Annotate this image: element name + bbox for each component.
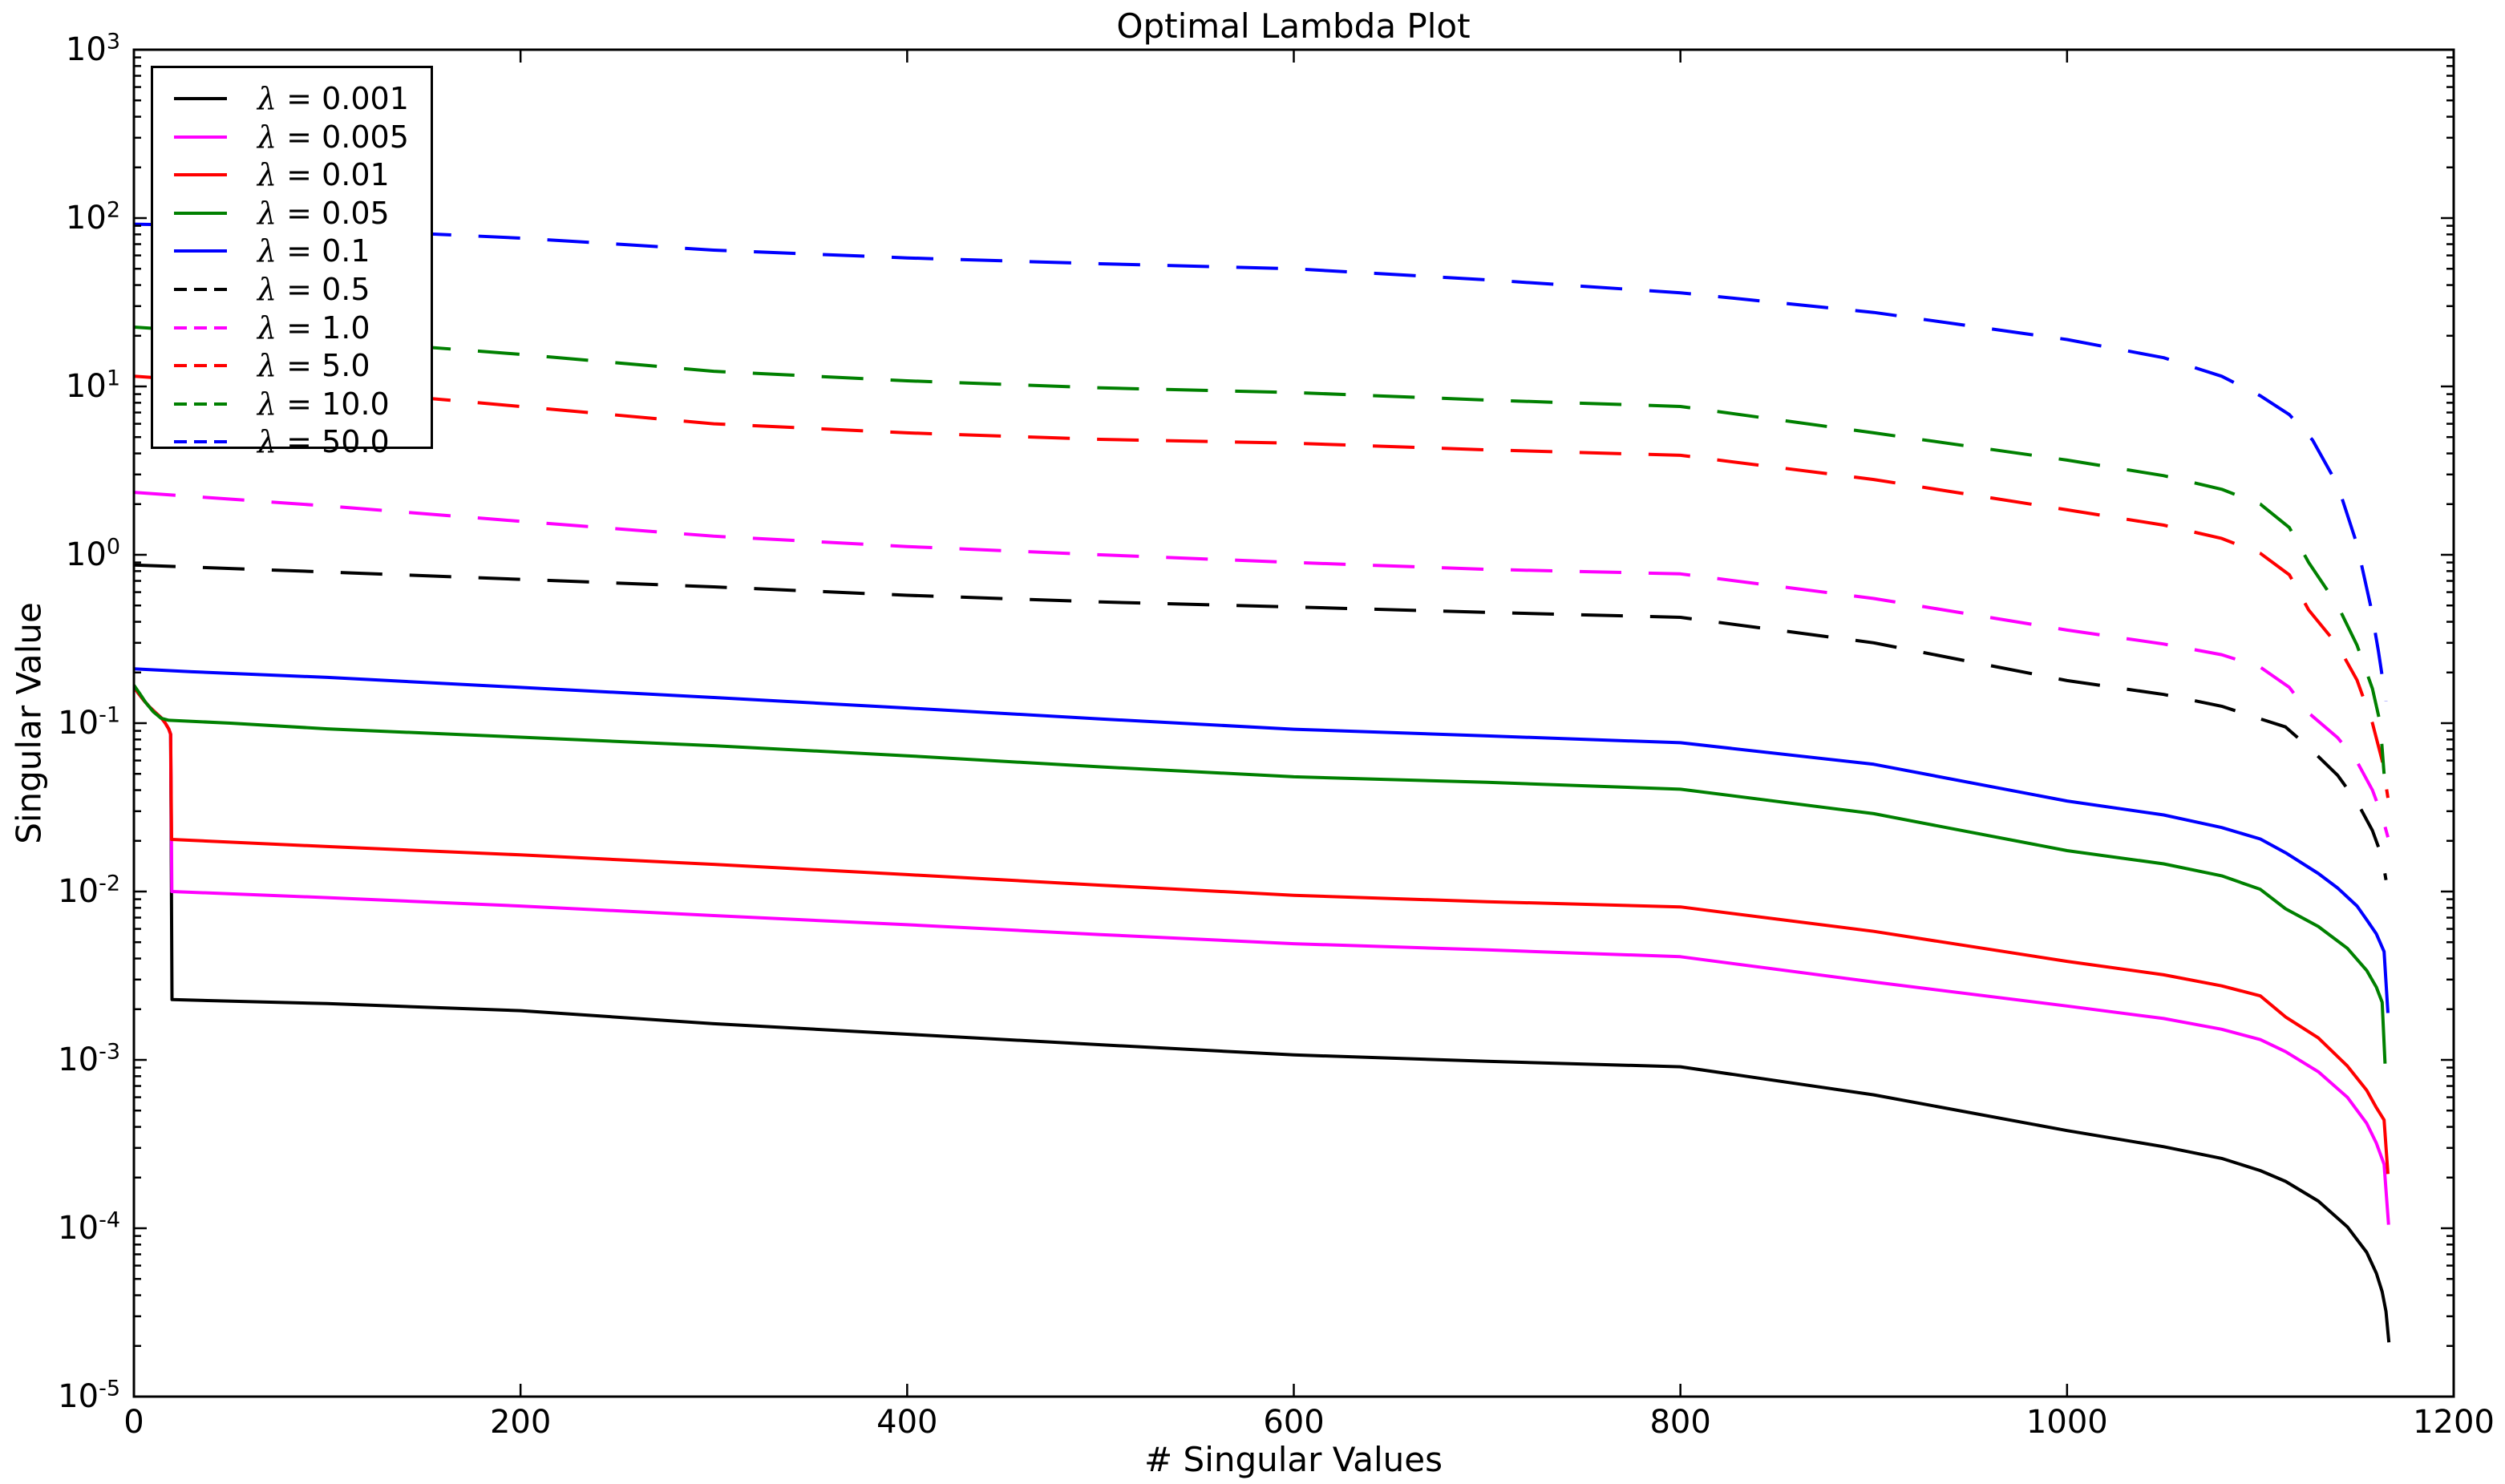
series-line-lambda-5.0 bbox=[134, 374, 2390, 799]
y-tick-label: 102 bbox=[65, 197, 120, 237]
x-tick-label: 400 bbox=[876, 1404, 938, 1441]
series-line-lambda-1.0 bbox=[134, 491, 2390, 838]
legend-label: λ = 0.5 bbox=[257, 272, 370, 307]
chart-title: Optimal Lambda Plot bbox=[1116, 6, 1471, 46]
legend-item-lambda-5.0: λ = 5.0 bbox=[153, 346, 431, 385]
legend-line-sample bbox=[174, 249, 227, 253]
x-tick-label: 200 bbox=[489, 1404, 552, 1441]
legend-item-lambda-0.005: λ = 0.005 bbox=[153, 118, 431, 156]
legend-item-lambda-1.0: λ = 1.0 bbox=[153, 309, 431, 347]
legend-label: λ = 5.0 bbox=[257, 348, 370, 384]
legend-line-sample bbox=[174, 440, 227, 444]
legend-item-lambda-0.1: λ = 0.1 bbox=[153, 232, 431, 270]
series-line-lambda-0.01 bbox=[134, 685, 2390, 1175]
legend-item-lambda-10.0: λ = 10.0 bbox=[153, 385, 431, 423]
y-tick-label: 10-4 bbox=[58, 1207, 120, 1247]
series-line-lambda-10.0 bbox=[134, 326, 2386, 774]
y-tick-label: 10-5 bbox=[58, 1376, 120, 1415]
y-tick-label: 103 bbox=[65, 29, 120, 68]
x-tick-label: 0 bbox=[123, 1404, 144, 1441]
legend-line-sample bbox=[174, 173, 227, 177]
legend-line-sample bbox=[174, 97, 227, 100]
x-tick-label: 600 bbox=[1263, 1404, 1325, 1441]
series-line-lambda-0.05 bbox=[134, 684, 2387, 1064]
legend-item-lambda-50.0: λ = 50.0 bbox=[153, 423, 431, 461]
legend-item-lambda-0.001: λ = 0.001 bbox=[153, 79, 431, 118]
legend-line-sample bbox=[174, 211, 227, 215]
legend-line-sample bbox=[174, 364, 227, 368]
legend-label: λ = 1.0 bbox=[257, 309, 370, 346]
legend-line-sample bbox=[174, 288, 227, 291]
y-tick-label: 101 bbox=[65, 366, 120, 405]
y-tick-label: 10-3 bbox=[58, 1039, 120, 1078]
series-line-lambda-0.1 bbox=[134, 667, 2390, 1013]
series-line-lambda-0.5 bbox=[134, 563, 2388, 881]
x-tick-label: 1000 bbox=[2025, 1404, 2108, 1441]
legend-label: λ = 0.01 bbox=[257, 157, 390, 193]
legend-label: λ = 0.05 bbox=[257, 195, 390, 231]
legend-item-lambda-0.05: λ = 0.05 bbox=[153, 194, 431, 233]
legend-line-sample bbox=[174, 326, 227, 330]
series-line-lambda-50.0 bbox=[134, 222, 2388, 702]
x-tick-label: 800 bbox=[1649, 1404, 1711, 1441]
legend-item-lambda-0.5: λ = 0.5 bbox=[153, 270, 431, 309]
legend-item-lambda-0.01: λ = 0.01 bbox=[153, 156, 431, 194]
legend-label: λ = 0.001 bbox=[257, 81, 409, 116]
series-line-lambda-0.005 bbox=[134, 685, 2390, 1225]
legend-label: λ = 10.0 bbox=[257, 386, 390, 422]
legend-label: λ = 0.1 bbox=[257, 233, 370, 269]
y-tick-label: 10-1 bbox=[58, 702, 120, 742]
y-tick-label: 10-2 bbox=[58, 871, 120, 910]
legend-label: λ = 0.005 bbox=[257, 119, 409, 155]
x-axis-label: # Singular Values bbox=[1143, 1440, 1443, 1479]
x-tick-label: 1200 bbox=[2413, 1404, 2495, 1441]
legend-line-sample bbox=[174, 135, 227, 139]
series-line-lambda-0.001 bbox=[134, 685, 2391, 1343]
legend-line-sample bbox=[174, 402, 227, 406]
legend-label: λ = 50.0 bbox=[257, 424, 390, 460]
y-tick-label: 100 bbox=[65, 534, 120, 573]
legend: λ = 0.001 λ = 0.005 λ = 0.01 λ = 0.05 λ = 0.… bbox=[151, 66, 433, 457]
plot-frame bbox=[132, 48, 2455, 1398]
